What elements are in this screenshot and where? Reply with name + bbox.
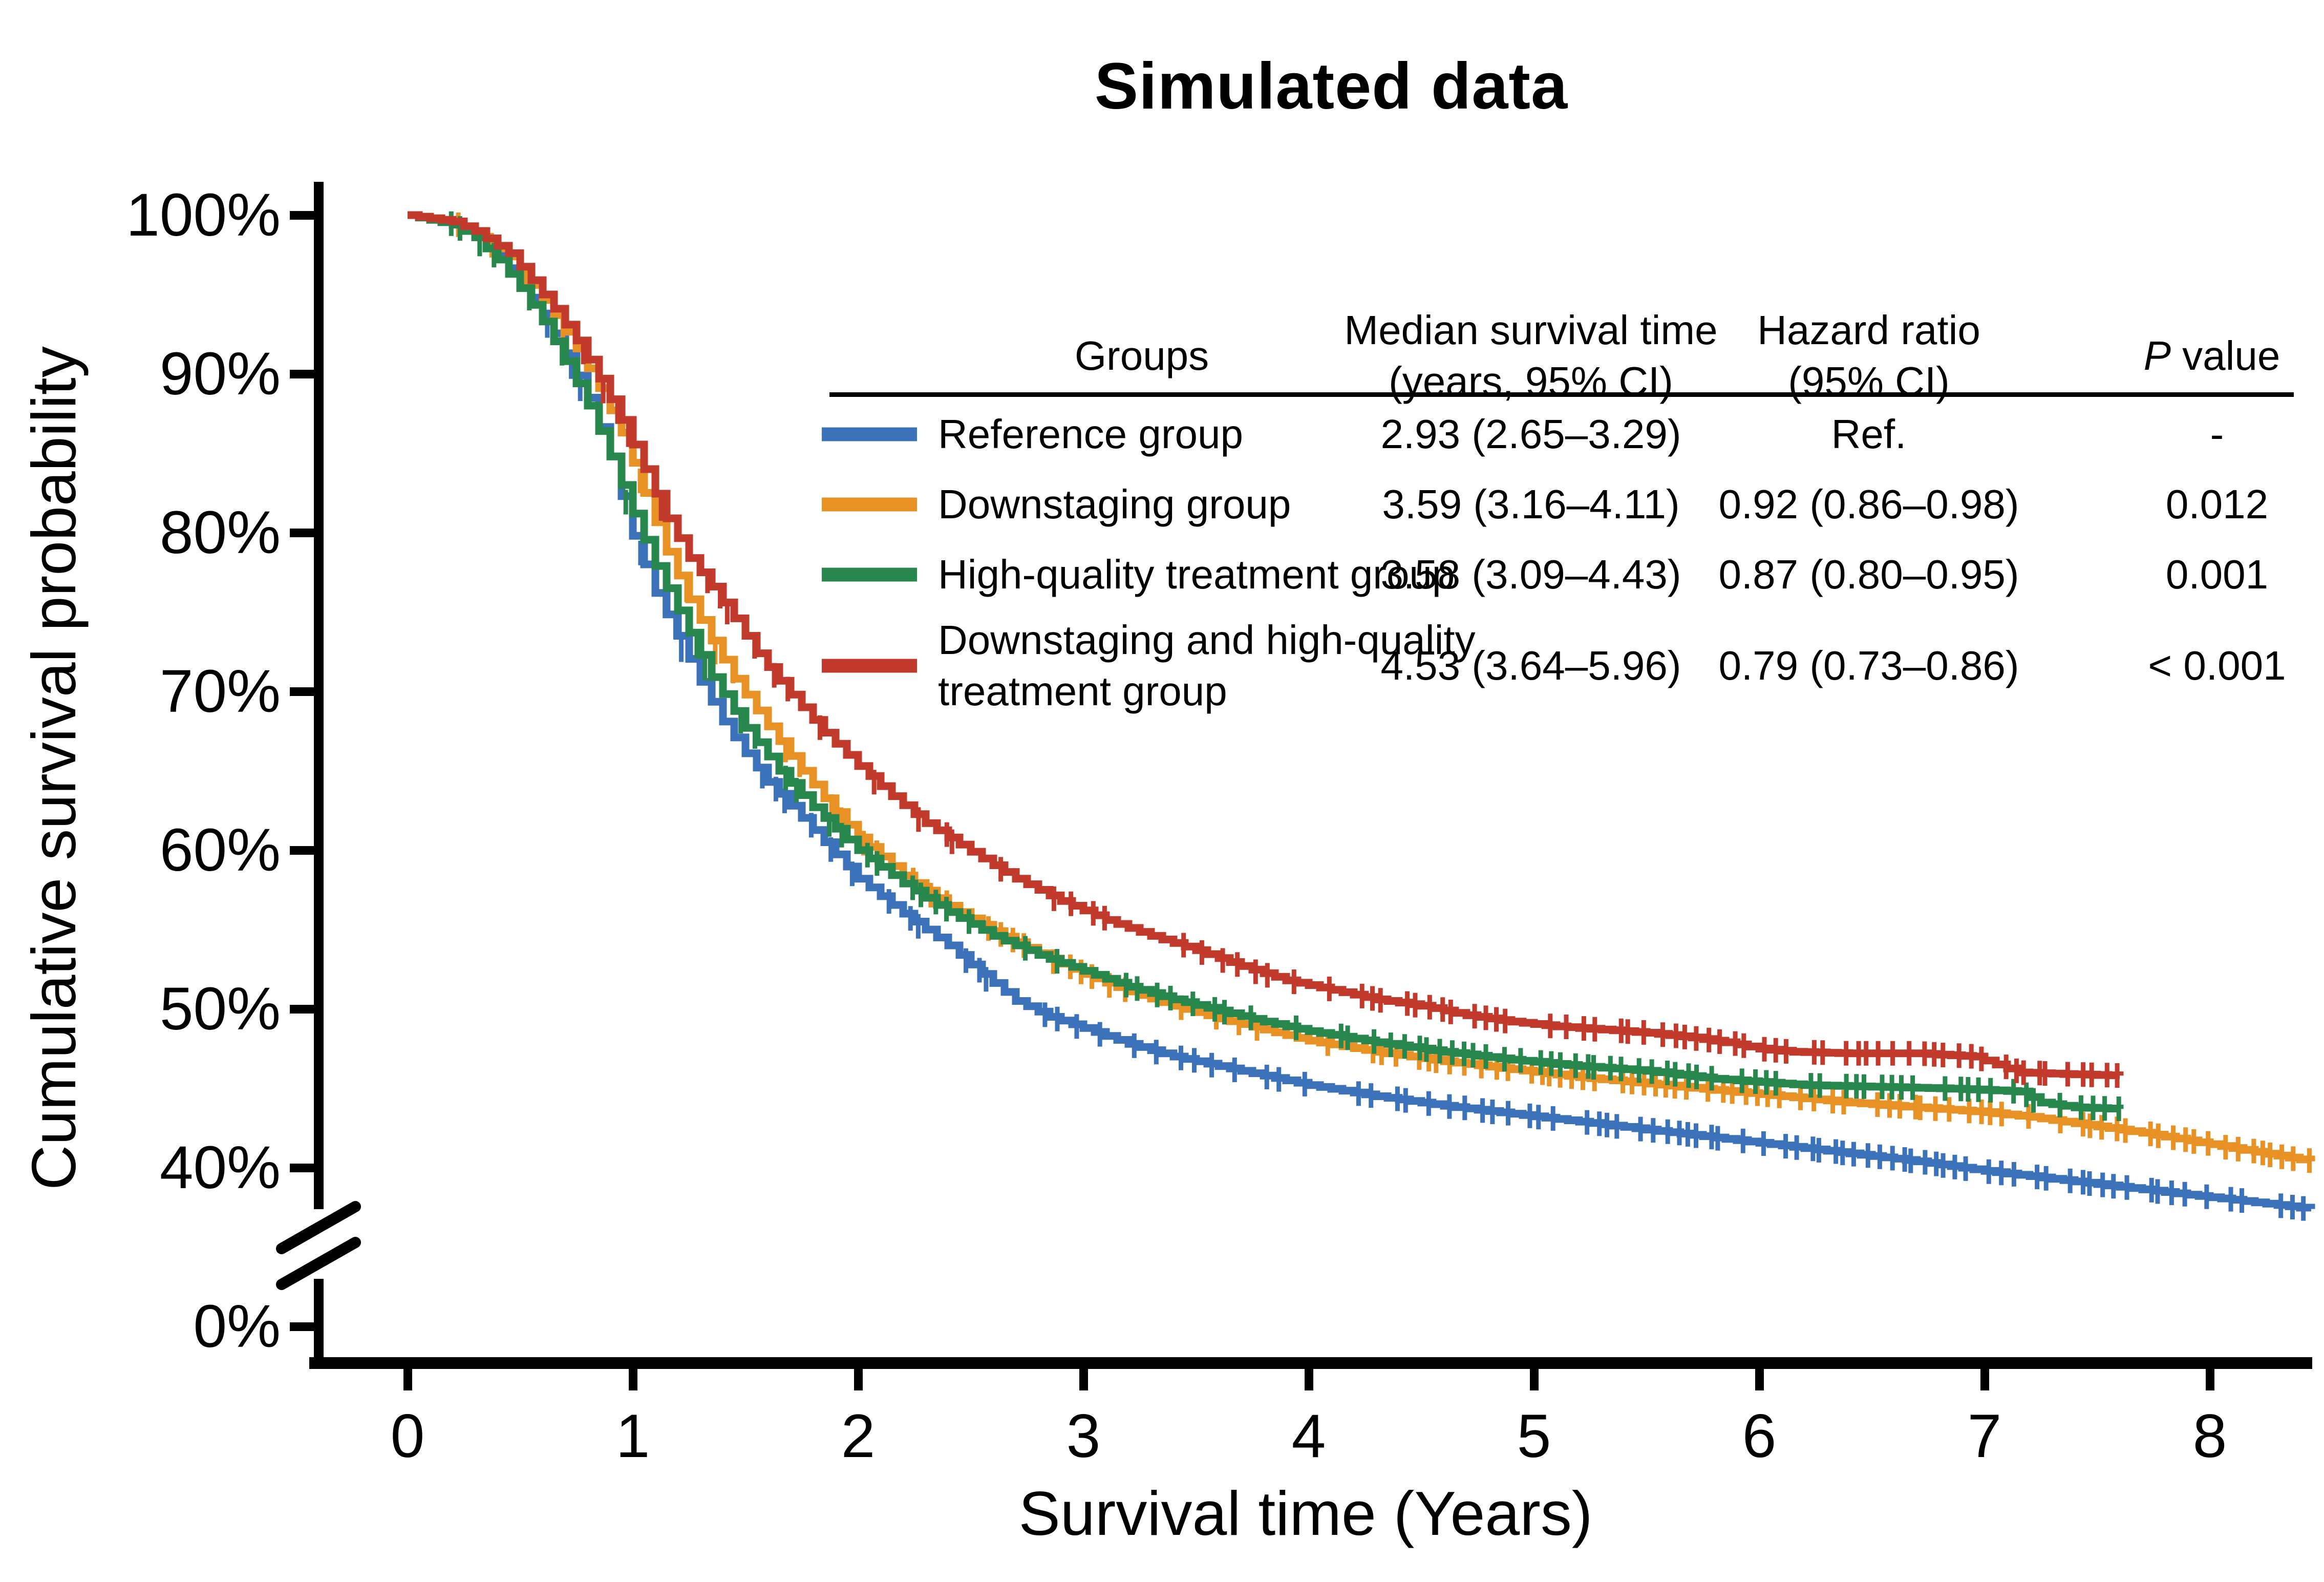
x-tick — [629, 1369, 637, 1390]
x-tick — [1980, 1369, 1989, 1390]
x-tick-label: 1 — [615, 1402, 650, 1470]
table-row-group-name: Reference group — [938, 411, 1243, 457]
p-italic: P — [2143, 333, 2171, 378]
table-row-group-name: High-quality treatment group — [938, 552, 1455, 597]
table-header-hazard-line1: Hazard ratio — [1757, 307, 1980, 353]
y-tick-label-zero: 0% — [193, 1293, 281, 1360]
survival-curves — [408, 211, 2315, 1221]
table-row-median: 4.53 (3.64–5.96) — [1380, 643, 1681, 688]
y-axis-label: Cumulative survival probability — [19, 346, 89, 1190]
table-row-pvalue: - — [2210, 411, 2224, 457]
legend-swatch-reference — [822, 427, 917, 441]
table-row-median: 3.58 (3.09–4.43) — [1380, 552, 1681, 597]
table-row-pvalue: < 0.001 — [2148, 643, 2286, 688]
y-axis-line — [314, 182, 324, 1369]
table-row-hazard: 0.92 (0.86–0.98) — [1718, 481, 2019, 527]
censor-marks-downstaging-and-high-quality-treatment-group — [581, 340, 2120, 1088]
x-tick — [1755, 1369, 1764, 1390]
x-tick — [1305, 1369, 1313, 1390]
table-row-pvalue: 0.012 — [2165, 481, 2269, 527]
table-row-hazard: Ref. — [1831, 411, 1907, 457]
y-tick — [290, 211, 314, 220]
legend-swatch-high-quality — [822, 567, 917, 582]
table-header-median: Median survival time (years, 95% CI) — [1316, 305, 1746, 407]
legend-swatch-downstaging-high-quality — [822, 659, 917, 673]
km-curve-downstaging-and-high-quality-treatment-group — [408, 211, 2124, 1080]
y-tick — [290, 1005, 314, 1014]
table-header-groups: Groups — [1074, 333, 1209, 378]
y-tick-label: 50% — [159, 975, 281, 1043]
table-header-pvalue: P value — [2094, 330, 2324, 382]
x-tick — [1079, 1369, 1088, 1390]
x-tick-label: 8 — [2192, 1402, 2227, 1470]
km-curve-high-quality-treatment-group — [408, 211, 2124, 1112]
y-tick-label: 80% — [159, 499, 281, 566]
x-tick — [2206, 1369, 2214, 1390]
x-tick-label: 7 — [1967, 1402, 2002, 1470]
y-tick — [290, 370, 314, 378]
table-header-median-line2: (years, 95% CI) — [1389, 358, 1673, 404]
legend-swatch-downstaging — [822, 497, 917, 512]
table-row-hazard: 0.87 (0.80–0.95) — [1718, 552, 2019, 597]
y-tick-label: 90% — [159, 340, 281, 408]
y-tick-label: 40% — [159, 1134, 281, 1201]
table-row-median: 3.59 (3.16–4.11) — [1382, 481, 1680, 527]
km-curve-downstaging-group — [408, 211, 2315, 1164]
y-tick — [290, 1164, 314, 1172]
y-tick-label: 100% — [126, 181, 281, 249]
y-tick — [290, 846, 314, 855]
x-axis-ticks — [403, 1369, 2214, 1390]
table-row-hazard: 0.79 (0.73–0.86) — [1718, 643, 2019, 688]
table-header-hazard: Hazard ratio (95% CI) — [1705, 305, 2033, 407]
y-axis-break-icon — [276, 1201, 361, 1290]
y-tick-label: 70% — [159, 658, 281, 725]
table-header-median-line1: Median survival time — [1344, 307, 1718, 353]
y-tick-label: 60% — [159, 816, 281, 884]
x-tick-label: 0 — [390, 1402, 425, 1470]
x-tick-label: 6 — [1742, 1402, 1777, 1470]
y-axis-zero-tick — [290, 1322, 314, 1331]
p-rest: value — [2170, 333, 2280, 378]
table-header-hazard-line2: (95% CI) — [1788, 358, 1950, 404]
x-tick — [1530, 1369, 1539, 1390]
x-tick-label: 3 — [1066, 1402, 1101, 1470]
table-row-median: 2.93 (2.65–3.29) — [1380, 411, 1681, 457]
table-row-pvalue: 0.001 — [2165, 552, 2269, 597]
table-row-group-name: Downstaging and high-quality treatment g… — [938, 617, 1476, 714]
x-tick — [854, 1369, 863, 1390]
km-curve-reference-group — [408, 211, 2315, 1212]
x-axis-label: Survival time (Years) — [1018, 1479, 1593, 1548]
x-tick — [403, 1369, 412, 1390]
x-axis-line — [309, 1357, 2312, 1369]
y-axis-ticks — [290, 211, 314, 1172]
y-tick — [290, 687, 314, 696]
y-tick — [290, 529, 314, 537]
table-header-rule — [829, 392, 2294, 397]
chart-title: Simulated data — [1094, 50, 1568, 123]
table-row-group-name: Downstaging group — [938, 481, 1291, 527]
x-tick-label: 2 — [841, 1402, 876, 1470]
x-tick-label: 4 — [1291, 1402, 1326, 1470]
x-tick-label: 5 — [1517, 1402, 1551, 1470]
